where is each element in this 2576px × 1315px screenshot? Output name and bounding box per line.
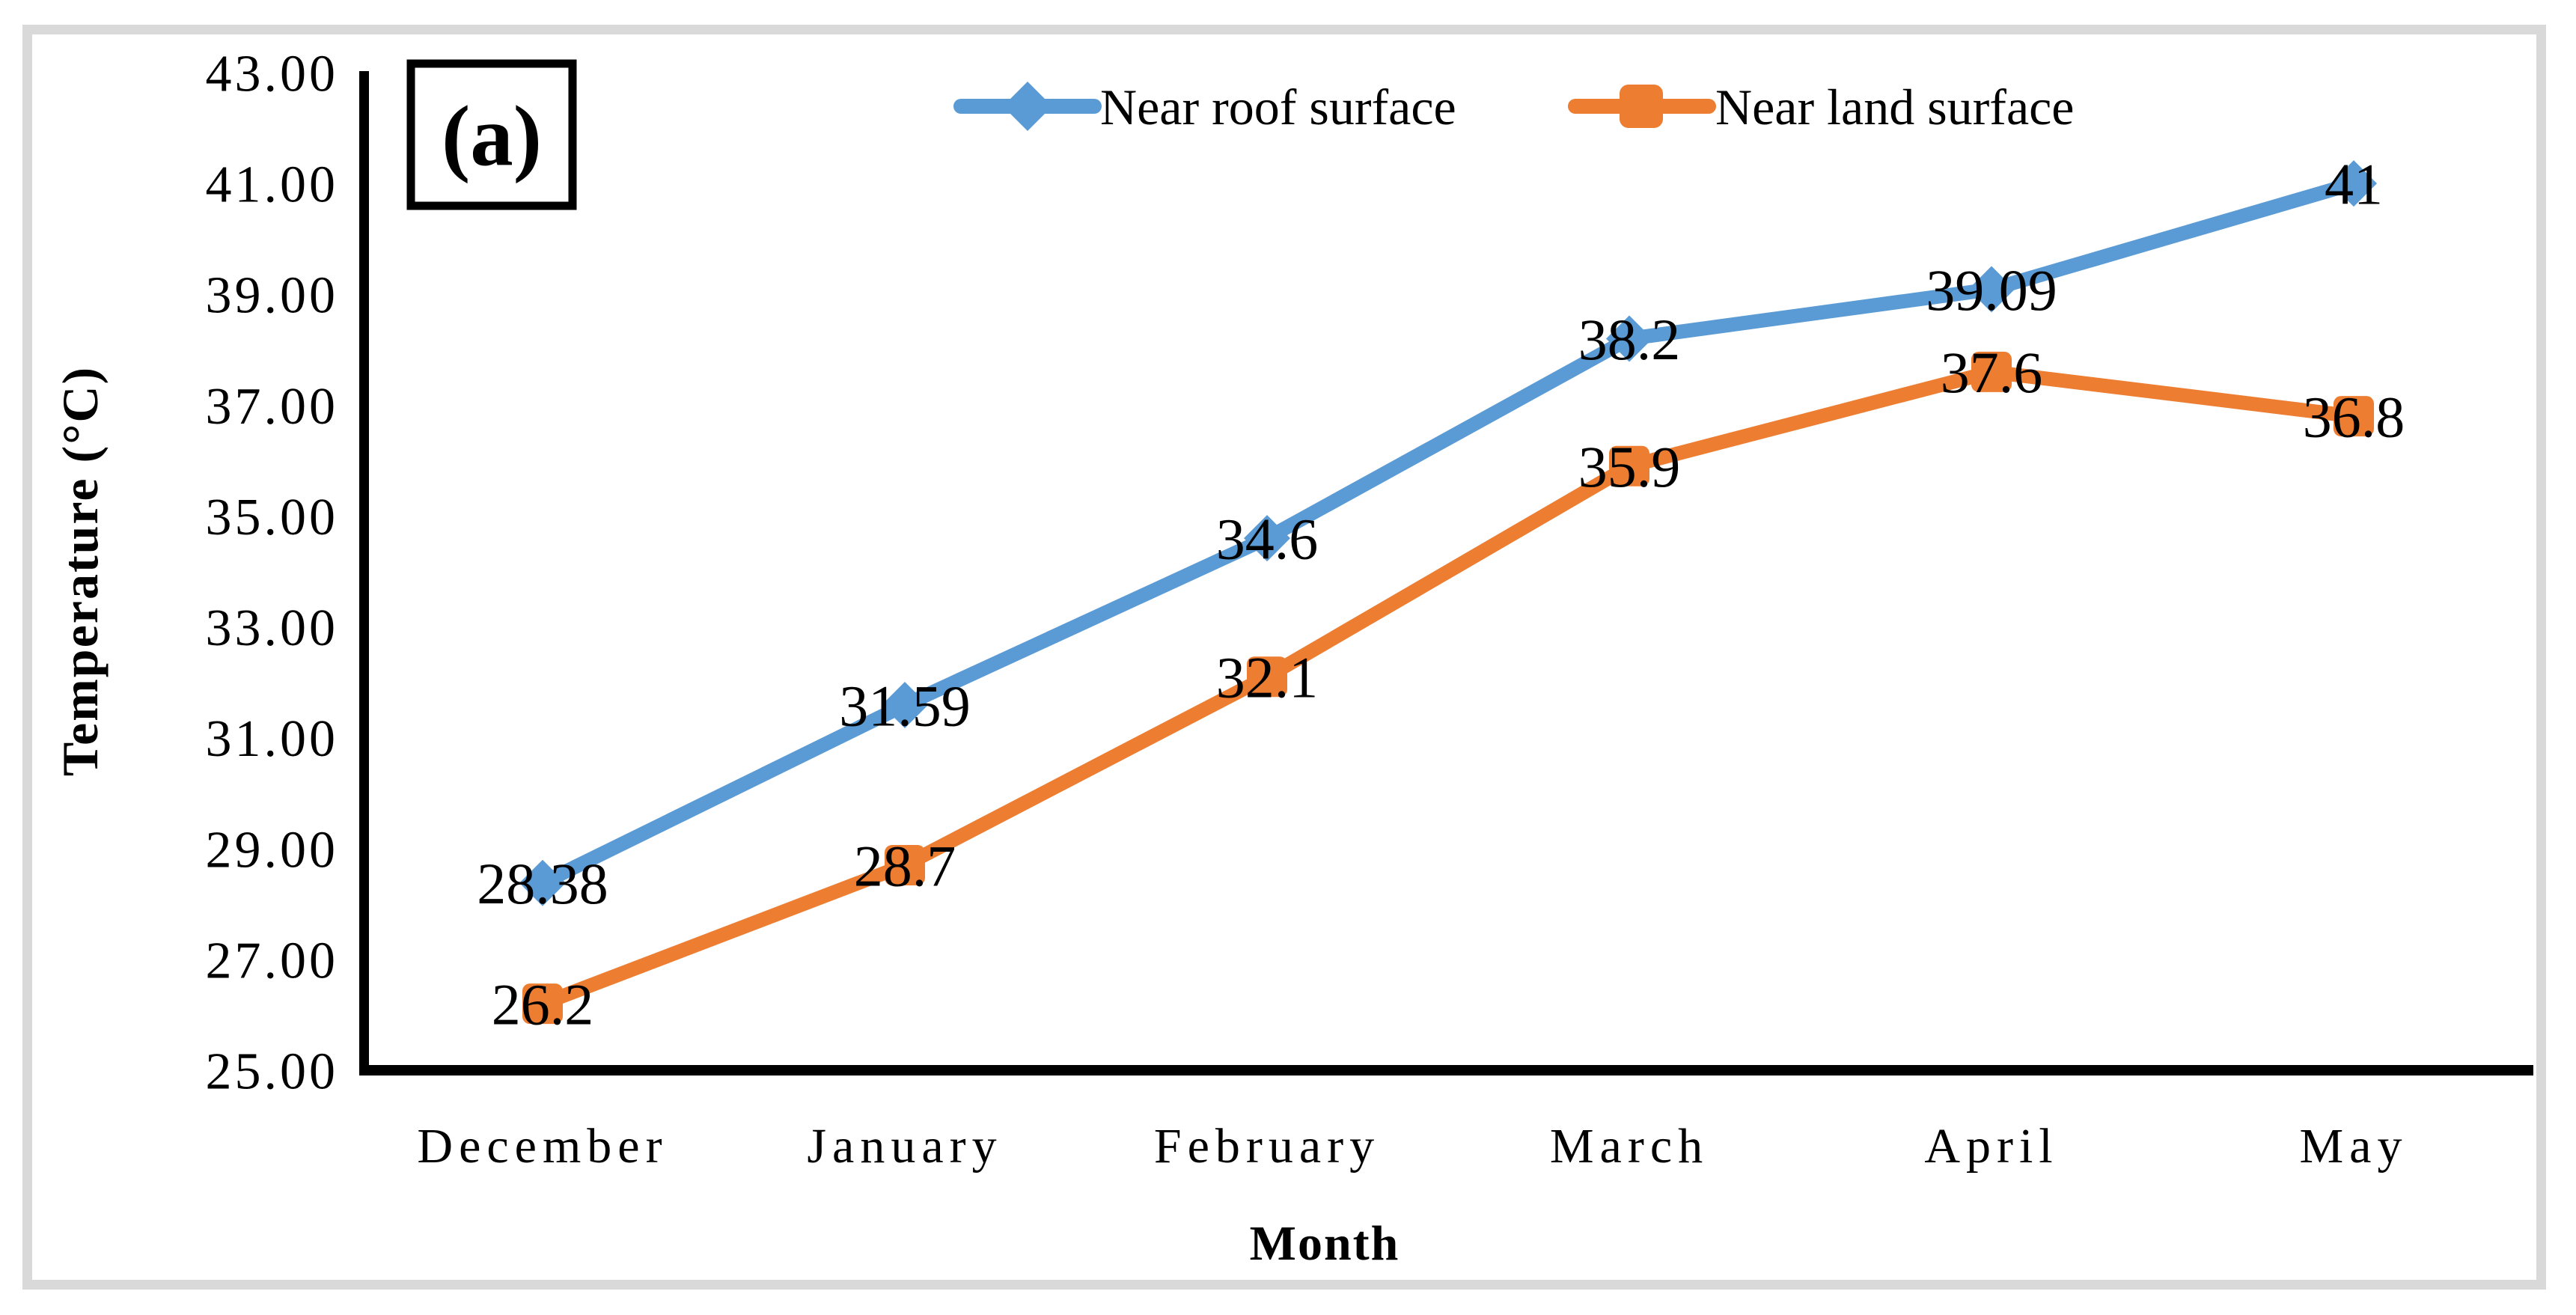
data-point-label: 39.09 [1926, 257, 2057, 323]
panel-label-box: (a) [406, 59, 577, 210]
data-point-label: 37.6 [1941, 340, 2043, 405]
x-category-label: December [417, 1119, 668, 1174]
data-point-square-marker [522, 983, 563, 1025]
data-point-square-marker [1609, 445, 1649, 486]
panel-label-border [406, 59, 577, 210]
y-tick-label: 35.00 [206, 489, 339, 546]
x-axis-category-labels: December January February March April May [417, 1119, 2408, 1174]
data-point-diamond-marker [1244, 515, 1290, 562]
data-point-square-marker [2334, 396, 2374, 437]
data-point-square-marker [1247, 656, 1287, 698]
data-point-label: 31.59 [839, 673, 971, 738]
y-tick-label: 41.00 [206, 156, 339, 214]
data-point-square-marker [885, 844, 925, 885]
data-point-label: 28.38 [477, 851, 608, 916]
figure-border [22, 25, 2546, 1290]
data-point-diamond-marker [1968, 266, 2015, 313]
series-line [535, 176, 2361, 891]
x-category-label: February [1154, 1119, 1380, 1174]
x-category-label: March [1550, 1119, 1709, 1174]
plot-series-layer: 28.38 31.59 34.6 38.2 39.09 41 26.2 28.7 32.1 35.… [477, 151, 2405, 1037]
data-point-label: 32.1 [1216, 645, 1319, 710]
data-point-label: 35.9 [1578, 434, 1681, 499]
y-tick-label: 33.00 [206, 599, 339, 657]
legend-entry-roof: Near roof surface [953, 79, 1456, 135]
y-tick-label: 31.00 [206, 710, 339, 768]
legend-diamond-marker-icon [1003, 82, 1052, 131]
data-point-label: 36.8 [2303, 384, 2405, 449]
series-land: 26.2 28.7 32.1 35.9 37.6 36.8 [492, 340, 2405, 1037]
data-point-label: 28.7 [854, 833, 956, 898]
x-axis-title: Month [1250, 1216, 1400, 1271]
data-point-diamond-marker [1606, 315, 1652, 362]
data-point-diamond-marker [519, 859, 566, 906]
x-category-label: April [1924, 1119, 2058, 1174]
series-line [535, 364, 2361, 1011]
y-axis-title: Temperature (°C) [52, 366, 109, 776]
data-point-label: 38.2 [1578, 307, 1681, 372]
legend-label-roof: Near roof surface [1100, 79, 1456, 135]
data-point-label: 34.6 [1216, 506, 1319, 571]
data-point-label: 26.2 [492, 971, 594, 1037]
x-category-label: January [807, 1119, 1002, 1174]
legend-square-marker-icon [1620, 85, 1663, 128]
series-roof: 28.38 31.59 34.6 38.2 39.09 41 [477, 151, 2383, 916]
y-tick-label: 27.00 [206, 932, 339, 989]
x-category-label: May [2300, 1119, 2408, 1174]
y-tick-label: 37.00 [206, 378, 339, 436]
data-point-square-marker [1971, 351, 2012, 392]
y-axis-tick-labels: 43.00 41.00 39.00 37.00 35.00 33.00 31.00 29.00… [206, 46, 339, 1101]
data-point-diamond-marker [2331, 160, 2377, 207]
y-tick-label: 43.00 [206, 46, 339, 103]
data-point-diamond-marker [882, 681, 928, 728]
x-axis-line [359, 1065, 2533, 1076]
legend-entry-land: Near land surface [1568, 79, 2075, 135]
y-tick-label: 39.00 [206, 267, 339, 325]
panel-label-text: (a) [442, 88, 542, 183]
y-tick-label: 25.00 [206, 1043, 339, 1101]
y-tick-label: 29.00 [206, 821, 339, 879]
legend-label-land: Near land surface [1715, 79, 2075, 135]
data-point-label: 41 [2325, 151, 2383, 216]
y-axis-line [359, 71, 369, 1076]
legend: Near roof surface Near land surface [953, 79, 2075, 135]
